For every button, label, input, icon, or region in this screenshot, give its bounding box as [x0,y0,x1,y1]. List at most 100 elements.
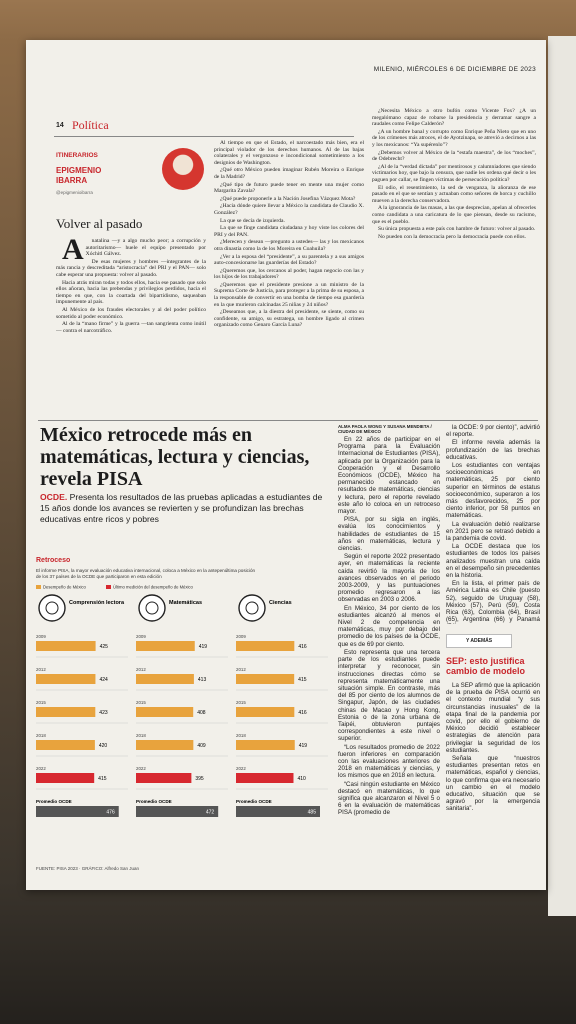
paragraph: ¿Qué puede proponerle a la Nación Josefi… [220,195,356,202]
paragraph: ¿Debemos volver al México de la “estafa … [372,149,536,163]
paragraph: De esas mujeres y hombres —integrantes d… [56,258,206,278]
year-label: 2009 [36,634,46,639]
paragraph: No pueden con la democracia pero la demo… [378,233,527,240]
legend-label: Desempeño de México [43,585,86,590]
year-label: 2022 [36,766,46,771]
year-label: 2012 [136,667,146,672]
paragraph: la OCDE: 9 por ciento)”, advirtió el rep… [446,424,540,439]
paragraph: La que se finge candidata ciudadana y ho… [214,225,364,238]
paragraph: ¿Queremos que, los cercanos al poder, ha… [214,267,364,281]
lead: OCDE. Presenta los resultados de las pru… [40,492,334,525]
icon-atom [238,594,266,622]
paragraph: PISA, por su sigla en inglés, evalúa los… [338,516,440,553]
value-label: 415 [98,776,107,782]
author-photo [162,148,204,190]
bar [236,740,295,750]
column-text: Anatalina —y a algo mucho peor; a corrup… [56,238,206,416]
bar [136,773,192,783]
avg-value: 472 [206,810,215,816]
paragraph: La OCDE destaca que los estudiantes de t… [446,543,540,580]
lead-text: Presenta los resultados de las pruebas a… [40,492,323,524]
rule [38,420,538,421]
rule [54,136,354,137]
bar [236,707,295,717]
bar [236,773,294,783]
paragraph: ¿Qué otro México pueden imaginar Rubén M… [214,167,364,180]
infographic: Retroceso El informe PISA, la mayor evalu… [36,557,328,817]
paragraph: ¿Deseamos que, a la diestra del presiden… [214,309,364,329]
paragraph: Al tiempo en que el Estado, el narcoesta… [214,140,364,166]
paragraph: En la lista, el primer país de América L… [446,580,540,624]
value-label: 419 [199,644,208,650]
year-label: 2012 [36,667,46,672]
icon-inner [145,601,159,615]
bar [236,674,295,684]
paragraph: La SEP afirmó que la aplicación de la pr… [446,682,540,754]
year-label: 2012 [236,667,246,672]
value-label: 425 [100,644,109,650]
value-label: 410 [297,776,306,782]
bar [36,740,95,750]
bar [36,773,95,783]
year-label: 2009 [136,634,146,639]
avg-bar [236,806,320,817]
year-label: 2022 [236,766,246,771]
paragraph: A la ignorancia de las masas, a las que … [372,205,536,225]
paragraph: La evaluación debió realizarse en 2021 p… [446,520,540,543]
avg-label: Promedio OCDE [236,799,272,804]
paragraph: Esto representa que una tercera parte de… [338,648,440,743]
bar [36,641,96,651]
panel-label: Comprensión lectora [69,600,125,606]
sidebar-title: SEP: esto justifica cambio de modelo [446,656,526,676]
paragraph: En México, 34 por ciento de los estudian… [338,604,440,648]
avg-bar [36,806,119,817]
avg-value: 485 [308,810,317,816]
source: FUENTE: PISA 2023 · GRÁFICO: Alfredo San… [36,866,140,871]
column-text: Al tiempo en que el Estado, el narcoesta… [214,140,364,416]
value-label: 423 [99,710,108,716]
year-label: 2015 [236,700,246,705]
bar [136,674,194,684]
author: EPIGMENIO IBARRA [56,166,102,185]
chart-subtitle: El informe PISA, la mayor evaluación edu… [36,568,256,579]
bar [36,707,96,717]
value-label: 415 [298,677,307,683]
value-label: 408 [197,710,206,716]
year-label: 2022 [136,766,146,771]
lead-tag: OCDE. [40,492,68,502]
panel-label: Ciencias [269,600,292,606]
value-label: 416 [298,710,307,716]
year-label: 2015 [36,700,46,705]
bar [236,641,295,651]
icon-book [38,594,66,622]
paragraph: ¿A un hombre banal y corrupto como Enriq… [372,128,536,148]
avg-value: 476 [106,810,115,816]
paragraph: Su única propuesta a este país con hambr… [378,226,536,233]
headline: México retrocede más en matemáticas, lec… [40,424,310,490]
paragraph: ¿Queremos que el presidente presione a u… [214,281,364,308]
year-label: 2015 [136,700,146,705]
legend-swatch [36,585,41,589]
column-title: Volver al pasado [56,216,143,231]
year-label: 2009 [236,634,246,639]
year-label: 2018 [236,733,246,738]
bar [136,707,194,717]
legend-label: Último medición del desempeño de México [113,585,194,590]
paragraph: “Los resultados promedio de 2022 fueron … [338,743,440,780]
paragraph: “Casi ningún estudiante en México destac… [338,780,440,817]
paragraph: ¿Necesita México a otro bufón como Vicen… [372,108,536,128]
paragraph: El informe revela además la profundizaci… [446,439,540,461]
value-label: 416 [298,644,307,650]
value-label: 395 [195,776,204,782]
paragraph: ¿Qué tipo de futuro puede tener en mente… [214,181,364,195]
value-label: 413 [198,677,207,683]
year-label: 2018 [136,733,146,738]
bar [136,740,194,750]
article-text: En 22 años de participar en el Programa … [338,436,440,884]
next-page [548,36,576,916]
value-label: 419 [299,743,308,749]
paragraph: ¿Ver a la esposa del “presidente”, a su … [214,253,364,267]
panel-label: Matemáticas [169,600,202,606]
value-label: 409 [197,743,206,749]
